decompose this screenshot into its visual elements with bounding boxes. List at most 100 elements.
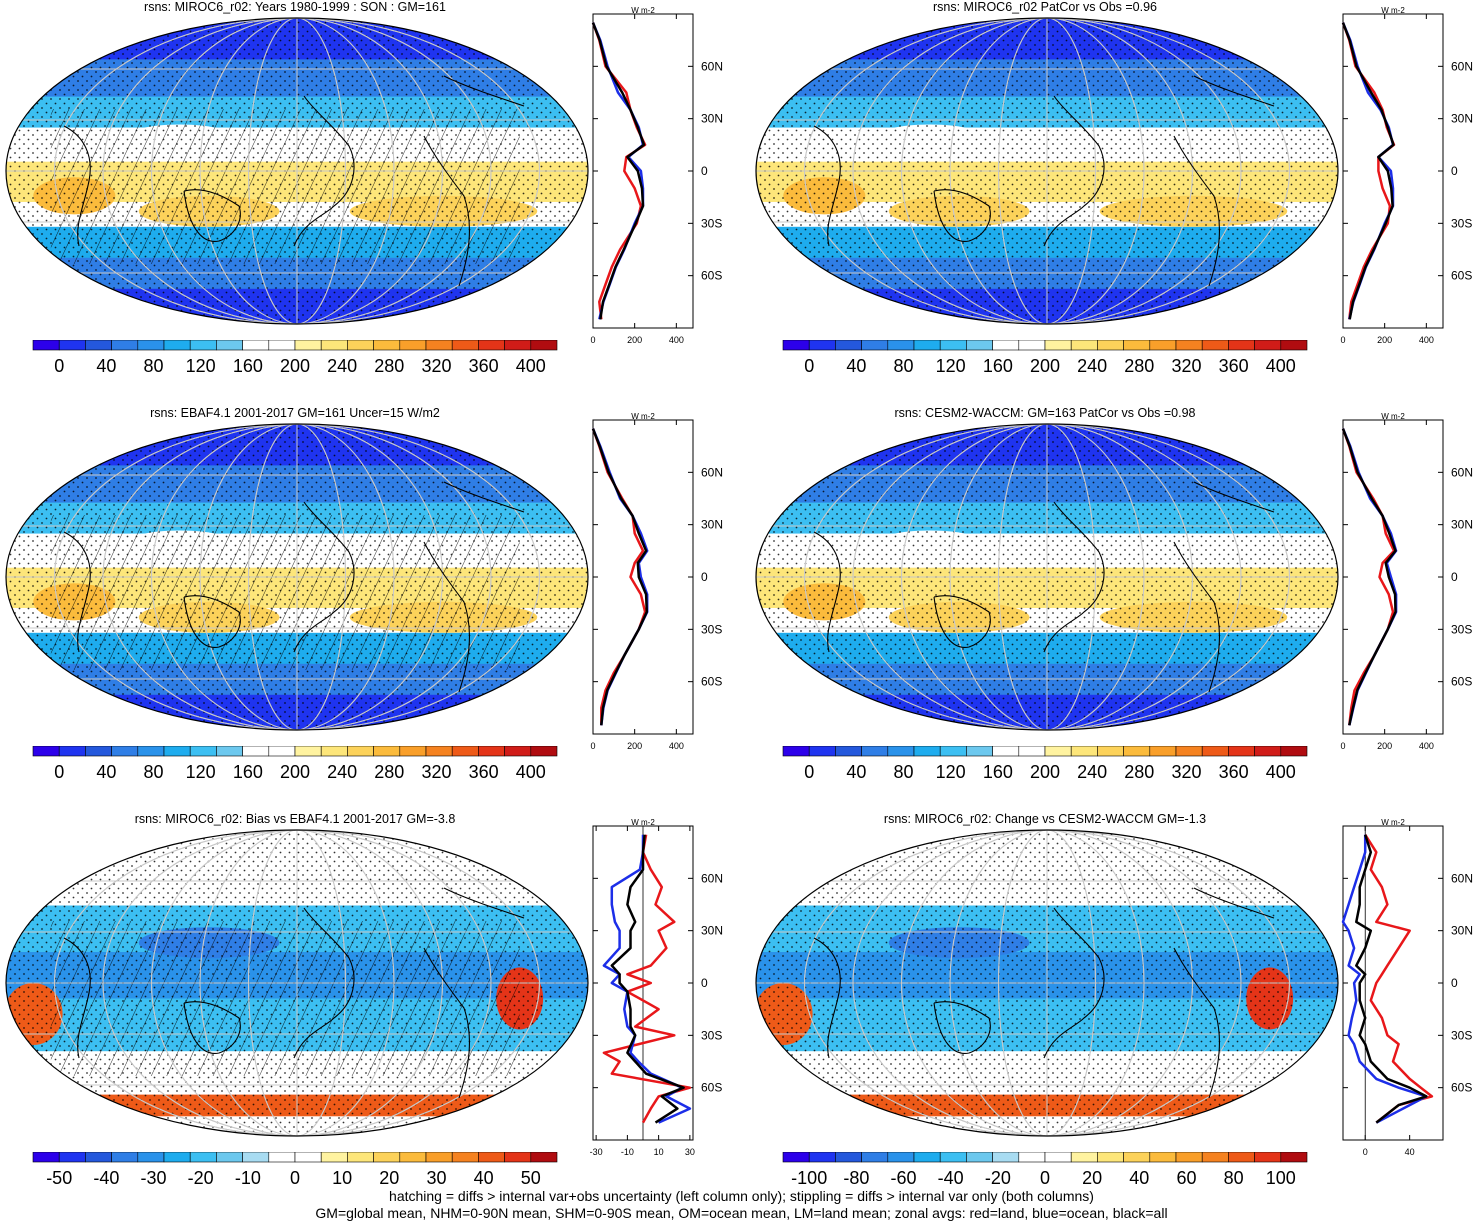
coastline [423, 135, 470, 287]
colorbar-tick-label: 240 [1077, 356, 1107, 376]
coastline [813, 125, 841, 247]
coastline [443, 75, 525, 107]
colorbar-swatch [478, 340, 505, 351]
colorbar-swatch [782, 340, 810, 351]
zonal-units-label: W m-2 [1381, 412, 1405, 421]
map [755, 829, 1339, 1137]
colorbar: 0 40 80 120 160 200 240 280 320 360 400 [782, 746, 1308, 782]
colorbar-tick-label: 80 [894, 762, 914, 782]
colorbar-tick-label: -30 [141, 1168, 167, 1188]
colorbar-swatch [137, 1152, 165, 1163]
zonal-lat-tick-label: 0 [701, 164, 708, 178]
colorbar-tick-label: 120 [936, 356, 966, 376]
graticule-meridian [804, 18, 1290, 324]
colorbar-swatch [1070, 746, 1098, 757]
coastline [1173, 135, 1220, 287]
colorbar-swatch [347, 746, 374, 757]
colorbar-tick-label: 160 [233, 356, 263, 376]
colorbar-swatch [1070, 1152, 1098, 1163]
footer-line-1: hatching = diffs > internal var+obs unce… [389, 1188, 1094, 1204]
colorbar-swatch [1280, 1152, 1308, 1163]
colorbar-swatch [189, 1152, 217, 1163]
coastline [1173, 947, 1220, 1099]
colorbar-swatch [320, 340, 348, 351]
colorbar-swatch [425, 340, 453, 351]
graticule-meridian [901, 830, 1193, 1136]
colorbar-swatch [451, 340, 479, 351]
graticule-meridian [901, 18, 1193, 324]
colorbar-swatch [111, 746, 139, 757]
colorbar-tick-label: 320 [1171, 762, 1201, 782]
colorbar-swatch [1123, 746, 1151, 757]
graticule-meridian [102, 830, 492, 1136]
zonal-x-tick-label: 400 [1419, 335, 1434, 345]
colorbar-swatch [478, 746, 505, 757]
coastline [63, 125, 91, 247]
colorbar-swatch [966, 1152, 993, 1163]
zonal-series-red [602, 834, 692, 1124]
colorbar-swatch [163, 1152, 191, 1163]
coastline [933, 189, 991, 242]
zonal-x-tick-label: 0 [1340, 335, 1345, 345]
colorbar-swatch [861, 1152, 889, 1163]
footer-line-2: GM=global mean, NHM=0-90N mean, SHM=0-90… [315, 1205, 1168, 1221]
panel-bias: rsns: MIROC6_r02: Bias vs EBAF4.1 2001-2… [0, 812, 740, 1217]
colorbar-swatch [966, 746, 993, 757]
colorbar-swatch [861, 340, 889, 351]
colorbar: 0 40 80 120 160 200 240 280 320 360 400 [32, 746, 558, 782]
colorbar-swatch [504, 746, 532, 757]
colorbar-tick-label: 360 [469, 762, 499, 782]
colorbar-tick-label: 280 [374, 356, 404, 376]
colorbar-swatch [1044, 1152, 1072, 1163]
zonal-lat-tick-label: 30N [1451, 924, 1473, 938]
colorbar-tick-label: 160 [983, 762, 1013, 782]
graticule-meridian [54, 830, 540, 1136]
colorbar-tick-label: -40 [93, 1168, 119, 1188]
zonal-lat-tick-label: 60N [701, 465, 723, 479]
zonal-lat-tick-label: 60S [701, 269, 722, 283]
zonal-lat-tick-label: 0 [701, 976, 708, 990]
zonal-x-tick-label: -30 [590, 1147, 603, 1157]
colorbar-tick-label: 320 [421, 356, 451, 376]
zonal-x-tick-label: 0 [1340, 741, 1345, 751]
colorbar-swatch [425, 746, 453, 757]
coastline [423, 541, 470, 693]
colorbar-swatch [85, 1152, 112, 1163]
zonal-series-black [591, 428, 649, 726]
graticule-meridian [199, 424, 395, 730]
colorbar-swatch [835, 746, 862, 757]
colorbar-swatch [782, 746, 810, 757]
colorbar-swatch [1175, 340, 1203, 351]
colorbar-swatch [399, 1152, 427, 1163]
colorbar-swatch [808, 340, 836, 351]
zonal-lat-tick-label: 0 [701, 570, 708, 584]
graticule-meridian [852, 830, 1242, 1136]
colorbar-swatch [189, 746, 217, 757]
colorbar-swatch [320, 1152, 348, 1163]
colorbar-swatch [939, 746, 967, 757]
colorbar-tick-label: -40 [938, 1168, 964, 1188]
colorbar-tick-label: 200 [1030, 356, 1060, 376]
colorbar-swatch [1044, 340, 1072, 351]
colorbar-tick-label: 280 [1124, 762, 1154, 782]
colorbar-tick-label: 40 [846, 356, 866, 376]
zonal-lat-tick-label: 0 [1451, 976, 1458, 990]
colorbar-swatch [835, 340, 862, 351]
zonal-series-black [1341, 428, 1397, 726]
zonal-lat-tick-label: 60N [701, 59, 723, 73]
colorbar-tick-label: 120 [936, 762, 966, 782]
colorbar-swatch [58, 746, 86, 757]
zonal-lat-tick-label: 60S [1451, 1081, 1472, 1095]
colorbar-swatch [530, 340, 558, 351]
zonal-units-label: W m-2 [631, 6, 655, 15]
colorbar-tick-label: 40 [96, 356, 116, 376]
colorbar-swatch [373, 340, 401, 351]
colorbar-swatch [992, 1152, 1020, 1163]
zonal-lat-tick-label: 60S [701, 675, 722, 689]
map-border [755, 17, 1339, 325]
coastline [293, 907, 355, 1059]
colorbar-swatch [425, 1152, 453, 1163]
colorbar-tick-label: 0 [54, 356, 64, 376]
zonal-units-label: W m-2 [1381, 818, 1405, 827]
colorbar-swatch [1149, 746, 1177, 757]
